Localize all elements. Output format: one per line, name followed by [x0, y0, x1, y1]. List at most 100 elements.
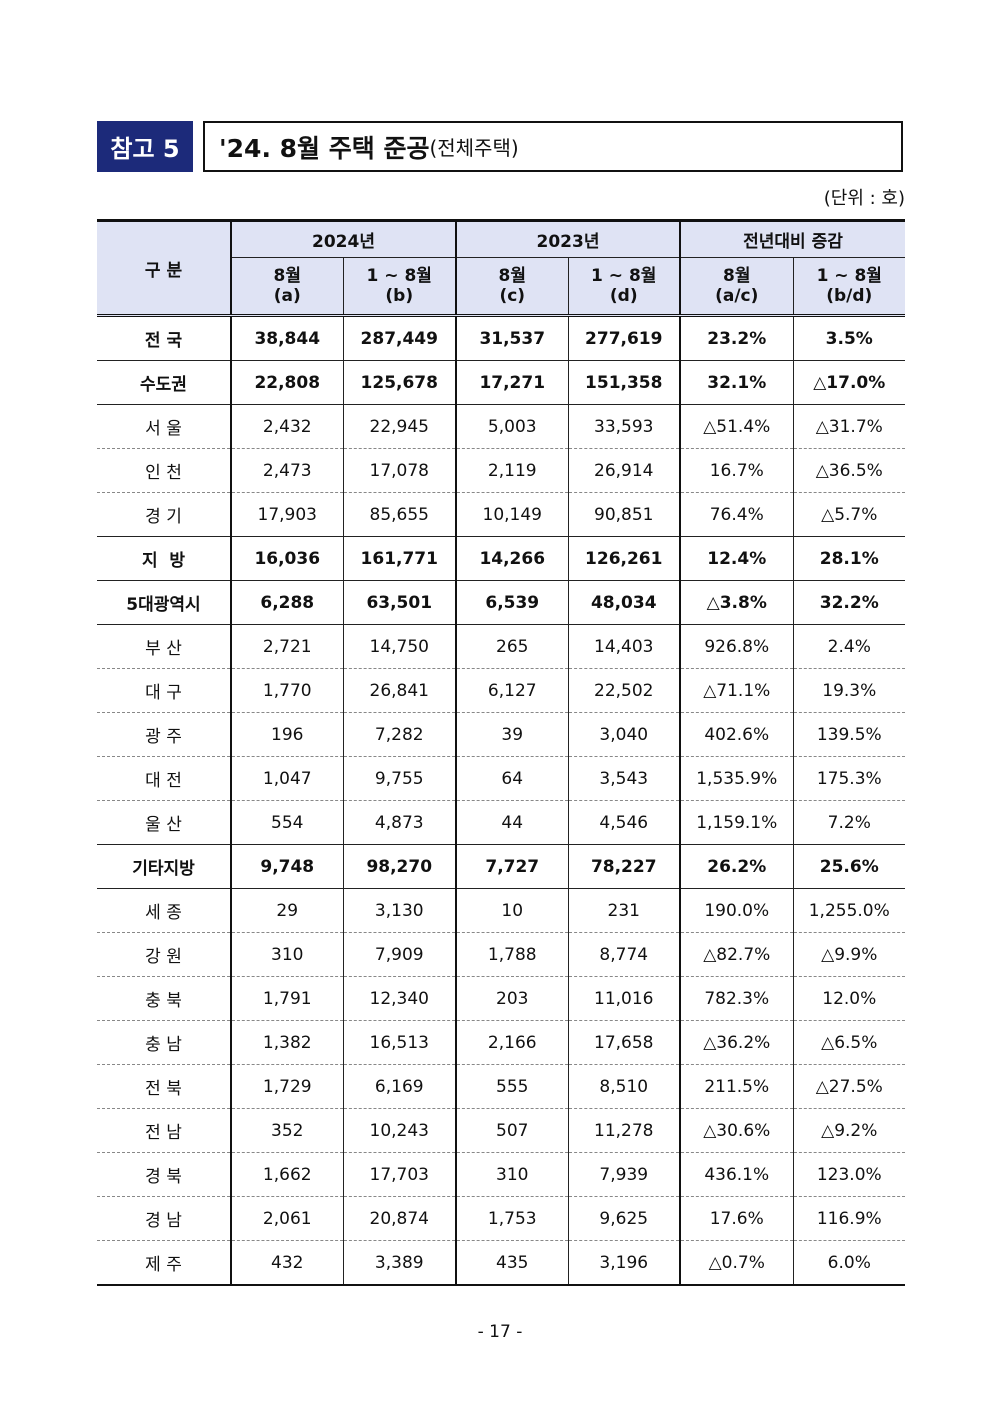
cell: 22,808	[230, 360, 344, 405]
cell: 6.0%	[792, 1240, 906, 1286]
row-label: 세 종	[97, 888, 232, 933]
cell: 23.2%	[679, 315, 794, 361]
cell: 14,266	[455, 536, 569, 581]
cell: 231	[567, 888, 681, 933]
cell: 4,873	[342, 800, 457, 845]
cell: 3,196	[567, 1240, 681, 1286]
cell: 1,159.1%	[679, 800, 794, 845]
data-table: 구 분 2024년 2023년 전년대비 증감 8월 (a) 1 ~ 8월 (b) 8월 (c) 1…	[97, 218, 906, 1286]
cell: 12.0%	[792, 976, 906, 1021]
cell: 507	[455, 1108, 569, 1153]
cell: 48,034	[567, 580, 681, 625]
table-row: 5대광역시 6,288 63,501 6,539 48,034 △3.8% 32.2%	[97, 580, 906, 625]
cell: △82.7%	[679, 932, 794, 977]
cell: 555	[455, 1064, 569, 1109]
cell: 16,036	[230, 536, 344, 581]
cell: 203	[455, 976, 569, 1021]
cell: 11,016	[567, 976, 681, 1021]
table-row: 경 기 17,903 85,655 10,149 90,851 76.4% △5.7%	[97, 492, 906, 537]
cell: 9,748	[230, 844, 344, 889]
table-row: 전 남 352 10,243 507 11,278 △30.6% △9.2%	[97, 1108, 906, 1153]
cell: △5.7%	[792, 492, 906, 537]
cell: 7,282	[342, 712, 457, 757]
cell: 26,841	[342, 668, 457, 713]
cell: △9.9%	[792, 932, 906, 977]
row-label: 대 구	[97, 668, 232, 713]
column-label: 1 ~ 8월	[816, 266, 882, 287]
cell: 1,382	[230, 1020, 344, 1065]
cell: 1,535.9%	[679, 756, 794, 801]
cell: 123.0%	[792, 1152, 906, 1197]
row-label: 지 방	[97, 536, 232, 581]
table-row: 대 구 1,770 26,841 6,127 22,502 △71.1% 19.3%	[97, 668, 906, 713]
cell: 1,047	[230, 756, 344, 801]
cell: 29	[230, 888, 344, 933]
cell: 22,945	[342, 404, 457, 449]
cell: 196	[230, 712, 344, 757]
column-sub: (c)	[499, 286, 526, 307]
group-header: 2023년	[455, 218, 681, 259]
cell: 2,473	[230, 448, 344, 493]
cell: 1,255.0%	[792, 888, 906, 933]
column-sub: (a/c)	[715, 286, 759, 307]
row-label: 경 북	[97, 1152, 232, 1197]
cell: 64	[455, 756, 569, 801]
cell: 22,502	[567, 668, 681, 713]
cell: 12,340	[342, 976, 457, 1021]
row-label: 서 울	[97, 404, 232, 449]
row-label: 5대광역시	[97, 580, 232, 625]
cell: 310	[230, 932, 344, 977]
cell: 151,358	[567, 360, 681, 405]
cell: 26.2%	[679, 844, 794, 889]
cell: 98,270	[342, 844, 457, 889]
cell: 14,403	[567, 624, 681, 669]
column-header: 8월 (c)	[455, 257, 569, 317]
cell: 8,774	[567, 932, 681, 977]
table-row: 지 방 16,036 161,771 14,266 126,261 12.4% 28.1%	[97, 536, 906, 581]
cell: △0.7%	[679, 1240, 794, 1286]
table-row: 전 북 1,729 6,169 555 8,510 211.5% △27.5%	[97, 1064, 906, 1109]
cell: 16,513	[342, 1020, 457, 1065]
cell: △17.0%	[792, 360, 906, 405]
cell: 17,271	[455, 360, 569, 405]
cell: 5,003	[455, 404, 569, 449]
cell: 26,914	[567, 448, 681, 493]
cell: 17,703	[342, 1152, 457, 1197]
group-header: 2024년	[230, 218, 457, 259]
title-note: (전체주택)	[429, 136, 519, 160]
cell: 20,874	[342, 1196, 457, 1241]
cell: 14,750	[342, 624, 457, 669]
cell: 19.3%	[792, 668, 906, 713]
cell: 38,844	[230, 315, 344, 361]
cell: 161,771	[342, 536, 457, 581]
cell: 2,166	[455, 1020, 569, 1065]
cell: 352	[230, 1108, 344, 1153]
cell: 39	[455, 712, 569, 757]
cell: 10,243	[342, 1108, 457, 1153]
cell: 175.3%	[792, 756, 906, 801]
table-row: 충 남 1,382 16,513 2,166 17,658 △36.2% △6.5%	[97, 1020, 906, 1065]
table-row: 제 주 432 3,389 435 3,196 △0.7% 6.0%	[97, 1240, 906, 1286]
cell: 3,040	[567, 712, 681, 757]
row-label: 부 산	[97, 624, 232, 669]
cell: 139.5%	[792, 712, 906, 757]
group-header: 전년대비 증감	[679, 218, 906, 259]
cell: 1,770	[230, 668, 344, 713]
cell: △51.4%	[679, 404, 794, 449]
cell: 3.5%	[792, 315, 906, 361]
row-header: 구 분	[97, 219, 232, 317]
cell: 6,127	[455, 668, 569, 713]
table-row: 인 천 2,473 17,078 2,119 26,914 16.7% △36.5%	[97, 448, 906, 493]
cell: 33,593	[567, 404, 681, 449]
cell: 211.5%	[679, 1064, 794, 1109]
table-row: 경 남 2,061 20,874 1,753 9,625 17.6% 116.9%	[97, 1196, 906, 1241]
cell: 8,510	[567, 1064, 681, 1109]
cell: 1,788	[455, 932, 569, 977]
cell: 32.2%	[792, 580, 906, 625]
table-row: 경 북 1,662 17,703 310 7,939 436.1% 123.0%	[97, 1152, 906, 1197]
row-label: 경 기	[97, 492, 232, 537]
row-label: 전 북	[97, 1064, 232, 1109]
page-number: - 17 -	[477, 1322, 523, 1342]
row-label: 전 남	[97, 1108, 232, 1153]
cell: 7,727	[455, 844, 569, 889]
